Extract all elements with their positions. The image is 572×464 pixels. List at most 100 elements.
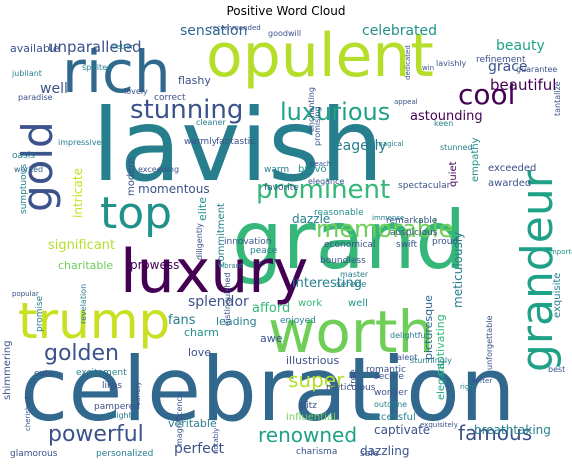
word-lavishly: lavishly [436,59,467,68]
word-distinguished: distinguished [223,272,232,326]
word-notably: notably [212,428,220,454]
word-wonder: wonder [374,388,408,398]
word-picturesque: picturesque [422,295,435,360]
word-excitement: excitement [76,368,127,378]
word-master: master [340,270,369,279]
word-perfect: perfect [174,441,224,457]
word-favorite: favorite [264,183,299,193]
word-promising: promising [313,106,322,146]
word-worked: worked [14,165,43,174]
word-glamorous: glamorous [10,449,58,459]
word-spectacular: spectacular [398,181,451,191]
word-top: top [100,188,172,239]
word-jubilant: jubilant [11,69,42,78]
word-leading: leading [216,315,257,328]
word-economical: economical [324,240,375,250]
word-celebrated: celebrated [362,23,437,39]
word-charitable: charitable [58,259,113,272]
word-likes: likes [102,381,122,391]
word-win: win [422,64,434,72]
word-flashy: flashy [178,74,211,87]
word-captivate: captivate [374,423,430,437]
word-secure: secure [374,372,404,382]
word-splendor: splendor [188,294,249,310]
word-exquisite: exquisite [552,273,563,318]
word-sensation: sensation [180,23,247,39]
word-oasis: oasis [12,151,35,161]
word-unforgettable: unforgettable [485,316,494,370]
word-enchanting: enchanting [307,87,316,132]
word-tantalize: tantalize [553,81,562,116]
word-personalized: personalized [96,449,153,459]
word-recommended: recommended [210,24,261,32]
word-right: right [460,383,477,391]
word-delight: delight [104,411,132,420]
word-bravo: bravo [298,164,327,175]
word-grandeur: grandeur [512,169,563,372]
word-lavish: lavish [92,87,384,204]
word-serene: serene [336,280,367,290]
word-exceeding: exceeding [138,165,179,174]
word-unparalleled: unparalleled [48,38,142,56]
word-sumptuous: sumptuous [19,164,29,214]
word-paradise: paradise [18,93,53,102]
word-fantastic: fantastic [216,137,255,147]
word-dedicated: dedicated [404,45,412,80]
word-delightful: delightful [390,331,428,340]
word-renowned: renowned [258,423,357,447]
word-elegance: elegance [308,177,345,186]
word-guarantee: guarantee [516,65,557,74]
word-modern: modern [126,157,137,196]
word-outdone: outdone [374,400,407,409]
word-safe: safe [360,449,379,459]
word-work: work [298,298,322,309]
word-peace: peace [250,246,278,256]
word-remarkable: remarkable [386,216,438,226]
word-opulent: opulent [206,21,434,91]
word-free: free [349,369,359,387]
word-significant: significant [48,238,115,253]
word-stunned: stunned [440,143,473,152]
word-stunning: stunning [130,95,243,125]
word-influential: influential [286,412,336,423]
word-proud: proud [432,237,458,247]
word-astounding: astounding [410,109,483,124]
word-pampered: pampered [94,402,140,412]
word-magical: magical [376,140,404,148]
word-meticulous: meticulous [326,383,376,393]
word-charisma: charisma [296,447,337,457]
word-gold: gold [13,121,62,212]
word-successful: successful [364,412,416,423]
word-awarded: awarded [488,178,531,189]
word-keen: keen [434,119,453,128]
chart-title: Positive Word Cloud [226,4,346,18]
word-popular: popular [12,290,39,298]
word-awe: awe [260,332,283,345]
word-glitz: glitz [298,401,317,411]
word-golden: golden [44,341,119,366]
word-magnificence: magnificence [175,392,184,446]
word-talent: talent [394,353,417,362]
word-exquisitely: exquisitely [420,421,458,429]
word-goodwill: goodwill [268,29,301,38]
word-well: well [40,81,68,97]
word-diligently: diligently [195,223,204,260]
word-refinement: refinement [476,55,526,65]
word-better: better [112,43,134,51]
word-dazzling: dazzling [360,444,409,458]
word-fans: fans [168,313,196,328]
word-romantic: romantic [366,365,406,375]
word-prowess: prowess [130,258,179,272]
word-famous: famous [458,421,532,445]
word-eagerly: eagerly [334,138,387,154]
word-afford: afford [252,301,290,316]
word-quiet: quiet [448,161,459,187]
word-interesting: interesting [292,276,362,291]
word-grand: grand [232,194,466,287]
word-variety: variety [134,382,142,406]
word-celebration: celebration [20,338,516,441]
word-auspicious: auspicious [390,228,438,238]
word-correct: correct [154,93,186,103]
word-shimmering: shimmering [2,340,13,400]
